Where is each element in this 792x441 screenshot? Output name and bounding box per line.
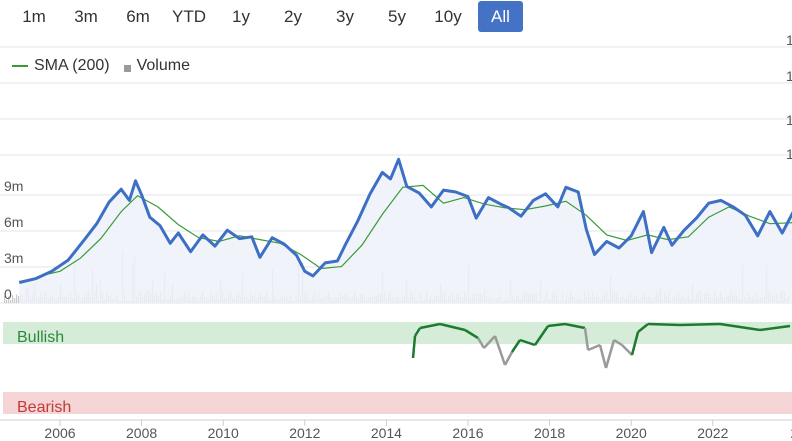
range-3m-button[interactable]: 3m <box>74 7 98 26</box>
volume-bar <box>18 296 20 303</box>
y-tick-label: 1 <box>786 112 792 128</box>
y-tick-label: 0 <box>4 286 12 302</box>
signal-line-segment <box>630 331 640 356</box>
signal-line-segment <box>759 324 791 332</box>
price-area <box>19 159 792 303</box>
signal-line-segment <box>583 327 590 351</box>
signal-line-segment <box>564 322 586 330</box>
range-ytd-button[interactable]: YTD <box>172 7 206 26</box>
signal-line-segment <box>533 325 550 346</box>
bullish-band <box>3 322 792 344</box>
range-10y-button[interactable]: 10y <box>434 7 462 26</box>
signal-line-segment <box>510 339 522 353</box>
x-tick-label: 2016 <box>452 425 483 441</box>
signal-line-segment <box>587 343 601 352</box>
volume-bar <box>12 295 14 303</box>
signal-line-segment <box>464 328 479 340</box>
volume-bar <box>6 299 8 303</box>
volume-legend-swatch[interactable] <box>123 64 131 72</box>
x-tick-label: 2022 <box>697 425 728 441</box>
volume-legend-label[interactable]: Volume <box>136 57 190 74</box>
signal-line-segment <box>719 322 761 332</box>
bearish-label: Bearish <box>17 399 71 416</box>
range-1y-button[interactable]: 1y <box>232 7 250 26</box>
y-tick-label: 1 <box>786 68 792 84</box>
x-tick-label: 2012 <box>289 425 320 441</box>
sma-legend-label[interactable]: SMA (200) <box>34 57 110 74</box>
signal-line-segment <box>476 337 486 349</box>
signal-line-segment <box>679 322 721 327</box>
sma-line <box>39 184 792 277</box>
signal-line-segment <box>413 327 422 337</box>
x-tick-label: 2006 <box>44 425 75 441</box>
signal-line-segment <box>613 338 623 347</box>
signal-line-segment <box>547 322 566 328</box>
signal-line-segment <box>621 344 633 356</box>
volume-bar <box>14 298 16 303</box>
signal-line-segment <box>519 338 536 347</box>
signal-line-segment <box>647 322 681 327</box>
volume-bar <box>8 296 10 303</box>
signal-line-segment <box>483 335 496 349</box>
volume-bar <box>10 300 12 303</box>
sma-legend-swatch[interactable] <box>12 65 28 67</box>
y-tick-label: 1 <box>786 146 792 162</box>
range-3y-button[interactable]: 3y <box>336 7 354 26</box>
x-tick-label: 2 <box>791 425 792 441</box>
volume-bar <box>4 296 6 303</box>
range-1m-button[interactable]: 1m <box>22 7 46 26</box>
range-all-button[interactable]: All <box>478 1 523 32</box>
bullish-label: Bullish <box>17 329 64 346</box>
y-tick-label: 3m <box>4 250 23 266</box>
y-tick-label: 9m <box>4 178 23 194</box>
chart-legend: SMA (200) Volume <box>12 57 190 75</box>
x-tick-label: 2010 <box>208 425 239 441</box>
x-tick-label: 2018 <box>534 425 565 441</box>
range-5y-button[interactable]: 5y <box>388 7 406 26</box>
volume-bar <box>16 294 18 303</box>
signal-line-segment <box>604 339 616 369</box>
signal-line-segment <box>598 344 608 369</box>
range-2y-button[interactable]: 2y <box>284 7 302 26</box>
range-selector: 1m 3m 6m YTD 1y 2y 3y 5y 10y All <box>0 0 792 36</box>
signal-line-segment <box>503 351 514 366</box>
x-tick-label: 2014 <box>371 425 402 441</box>
signal-line-segment <box>411 335 417 359</box>
x-tick-label: 2008 <box>126 425 157 441</box>
bearish-band <box>3 392 792 414</box>
signal-line-segment <box>637 323 649 333</box>
signal-line-segment <box>439 322 466 332</box>
signal-line-segment <box>493 335 507 366</box>
y-tick-label: 6m <box>4 214 23 230</box>
range-6m-button[interactable]: 6m <box>126 7 150 26</box>
signal-line-segment <box>419 322 441 330</box>
price-line <box>18 157 792 284</box>
x-tick-label: 2020 <box>616 425 647 441</box>
y-tick-label: 1 <box>786 32 792 48</box>
